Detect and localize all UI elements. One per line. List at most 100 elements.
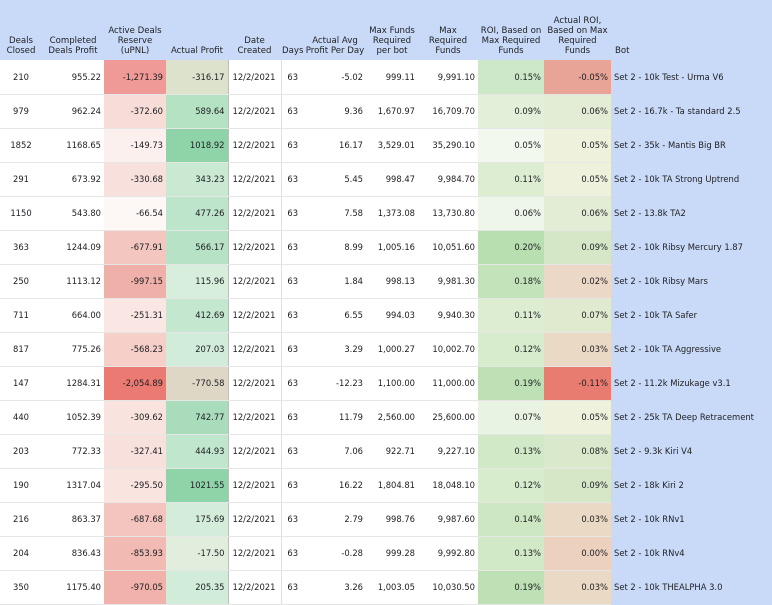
cell-date-created[interactable]: 12/2/2021 <box>227 128 282 163</box>
header-avg-profit-day[interactable]: Actual Avg Profit Per Day <box>304 0 366 60</box>
cell-max-funds-bot[interactable]: 2,560.00 <box>366 400 418 435</box>
cell-active-reserve[interactable]: -1,271.39 <box>104 60 166 95</box>
cell-completed-profit[interactable]: 962.24 <box>42 94 104 129</box>
cell-avg-profit-day[interactable]: -12.23 <box>304 366 366 401</box>
cell-actual-profit[interactable]: 412.69 <box>166 298 228 333</box>
cell-days[interactable]: 63 <box>281 264 304 299</box>
cell-max-funds-bot[interactable]: 1,003.05 <box>366 570 418 605</box>
cell-active-reserve[interactable]: -568.23 <box>104 332 166 367</box>
cell-days[interactable]: 63 <box>281 468 304 503</box>
cell-days[interactable]: 63 <box>281 570 304 605</box>
cell-actual-roi-max[interactable]: 0.02% <box>544 264 611 299</box>
cell-actual-roi-max[interactable]: 0.09% <box>544 468 611 503</box>
cell-actual-roi-max[interactable]: 0.06% <box>544 196 611 231</box>
cell-actual-roi-max[interactable]: 0.03% <box>544 502 611 537</box>
cell-completed-profit[interactable]: 1052.39 <box>42 400 104 435</box>
cell-days[interactable]: 63 <box>281 434 304 469</box>
cell-actual-roi-max[interactable]: 0.03% <box>544 332 611 367</box>
header-bot[interactable]: Bot <box>611 0 772 60</box>
cell-completed-profit[interactable]: 673.92 <box>42 162 104 197</box>
cell-bot-name[interactable]: Set 2 - 10k Test - Urma V6 <box>611 60 772 95</box>
cell-actual-profit[interactable]: 207.03 <box>166 332 228 367</box>
cell-avg-profit-day[interactable]: -5.02 <box>304 60 366 95</box>
cell-max-required-funds[interactable]: 11,000.00 <box>418 366 478 401</box>
cell-bot-name[interactable]: Set 2 - 10k RNv1 <box>611 502 772 537</box>
cell-actual-profit[interactable]: -316.17 <box>166 60 228 95</box>
cell-max-funds-bot[interactable]: 994.03 <box>366 298 418 333</box>
cell-roi-max[interactable]: 0.19% <box>478 570 544 605</box>
cell-actual-profit[interactable]: -17.50 <box>166 536 228 571</box>
cell-avg-profit-day[interactable]: 5.45 <box>304 162 366 197</box>
cell-active-reserve[interactable]: -330.68 <box>104 162 166 197</box>
cell-days[interactable]: 63 <box>281 536 304 571</box>
cell-deals-closed[interactable]: 979 <box>0 94 42 129</box>
cell-max-required-funds[interactable]: 18,048.10 <box>418 468 478 503</box>
cell-max-required-funds[interactable]: 16,709.70 <box>418 94 478 129</box>
cell-days[interactable]: 63 <box>281 60 304 95</box>
cell-actual-profit[interactable]: -770.58 <box>166 366 228 401</box>
cell-roi-max[interactable]: 0.13% <box>478 536 544 571</box>
cell-roi-max[interactable]: 0.20% <box>478 230 544 265</box>
cell-date-created[interactable]: 12/2/2021 <box>227 162 282 197</box>
cell-avg-profit-day[interactable]: 3.29 <box>304 332 366 367</box>
cell-actual-roi-max[interactable]: -0.05% <box>544 60 611 95</box>
cell-avg-profit-day[interactable]: 11.79 <box>304 400 366 435</box>
cell-deals-closed[interactable]: 250 <box>0 264 42 299</box>
cell-active-reserve[interactable]: -853.93 <box>104 536 166 571</box>
cell-actual-profit[interactable]: 566.17 <box>166 230 228 265</box>
cell-days[interactable]: 63 <box>281 502 304 537</box>
cell-completed-profit[interactable]: 775.26 <box>42 332 104 367</box>
cell-bot-name[interactable]: Set 2 - 35k - Mantis Big BR <box>611 128 772 163</box>
cell-max-required-funds[interactable]: 9,227.10 <box>418 434 478 469</box>
cell-roi-max[interactable]: 0.11% <box>478 298 544 333</box>
cell-actual-profit[interactable]: 115.96 <box>166 264 228 299</box>
cell-actual-profit[interactable]: 343.23 <box>166 162 228 197</box>
cell-actual-roi-max[interactable]: 0.00% <box>544 536 611 571</box>
cell-max-required-funds[interactable]: 35,290.10 <box>418 128 478 163</box>
cell-date-created[interactable]: 12/2/2021 <box>227 434 282 469</box>
cell-completed-profit[interactable]: 664.00 <box>42 298 104 333</box>
cell-max-funds-bot[interactable]: 1,100.00 <box>366 366 418 401</box>
cell-actual-roi-max[interactable]: 0.06% <box>544 94 611 129</box>
cell-actual-profit[interactable]: 742.77 <box>166 400 228 435</box>
cell-actual-roi-max[interactable]: 0.03% <box>544 570 611 605</box>
cell-active-reserve[interactable]: -327.41 <box>104 434 166 469</box>
cell-actual-roi-max[interactable]: 0.05% <box>544 162 611 197</box>
cell-deals-closed[interactable]: 291 <box>0 162 42 197</box>
cell-deals-closed[interactable]: 363 <box>0 230 42 265</box>
cell-max-funds-bot[interactable]: 1,000.27 <box>366 332 418 367</box>
cell-bot-name[interactable]: Set 2 - 9.3k Kiri V4 <box>611 434 772 469</box>
cell-max-funds-bot[interactable]: 1,670.97 <box>366 94 418 129</box>
cell-days[interactable]: 63 <box>281 366 304 401</box>
cell-max-funds-bot[interactable]: 999.11 <box>366 60 418 95</box>
cell-actual-profit[interactable]: 589.64 <box>166 94 228 129</box>
cell-max-funds-bot[interactable]: 998.76 <box>366 502 418 537</box>
cell-roi-max[interactable]: 0.12% <box>478 468 544 503</box>
cell-max-required-funds[interactable]: 10,030.50 <box>418 570 478 605</box>
cell-active-reserve[interactable]: -149.73 <box>104 128 166 163</box>
cell-roi-max[interactable]: 0.06% <box>478 196 544 231</box>
cell-max-funds-bot[interactable]: 1,005.16 <box>366 230 418 265</box>
cell-roi-max[interactable]: 0.07% <box>478 400 544 435</box>
cell-completed-profit[interactable]: 1168.65 <box>42 128 104 163</box>
header-actual-profit[interactable]: Actual Profit <box>166 0 228 60</box>
cell-avg-profit-day[interactable]: 7.58 <box>304 196 366 231</box>
header-completed-profit[interactable]: Completed Deals Profit <box>42 0 104 60</box>
cell-date-created[interactable]: 12/2/2021 <box>227 332 282 367</box>
cell-completed-profit[interactable]: 1175.40 <box>42 570 104 605</box>
cell-max-required-funds[interactable]: 9,940.30 <box>418 298 478 333</box>
cell-avg-profit-day[interactable]: 2.79 <box>304 502 366 537</box>
cell-actual-profit[interactable]: 175.69 <box>166 502 228 537</box>
cell-avg-profit-day[interactable]: 7.06 <box>304 434 366 469</box>
cell-deals-closed[interactable]: 147 <box>0 366 42 401</box>
cell-bot-name[interactable]: Set 2 - 10k Ribsy Mercury 1.87 <box>611 230 772 265</box>
cell-avg-profit-day[interactable]: 16.17 <box>304 128 366 163</box>
cell-active-reserve[interactable]: -372.60 <box>104 94 166 129</box>
cell-bot-name[interactable]: Set 2 - 10k RNv4 <box>611 536 772 571</box>
header-actual-roi-max[interactable]: Actual ROI, Based on Max Required Funds <box>544 0 611 60</box>
cell-completed-profit[interactable]: 1244.09 <box>42 230 104 265</box>
cell-date-created[interactable]: 12/2/2021 <box>227 230 282 265</box>
cell-date-created[interactable]: 12/2/2021 <box>227 536 282 571</box>
cell-actual-roi-max[interactable]: 0.05% <box>544 128 611 163</box>
cell-bot-name[interactable]: Set 2 - 25k TA Deep Retracement <box>611 400 772 435</box>
